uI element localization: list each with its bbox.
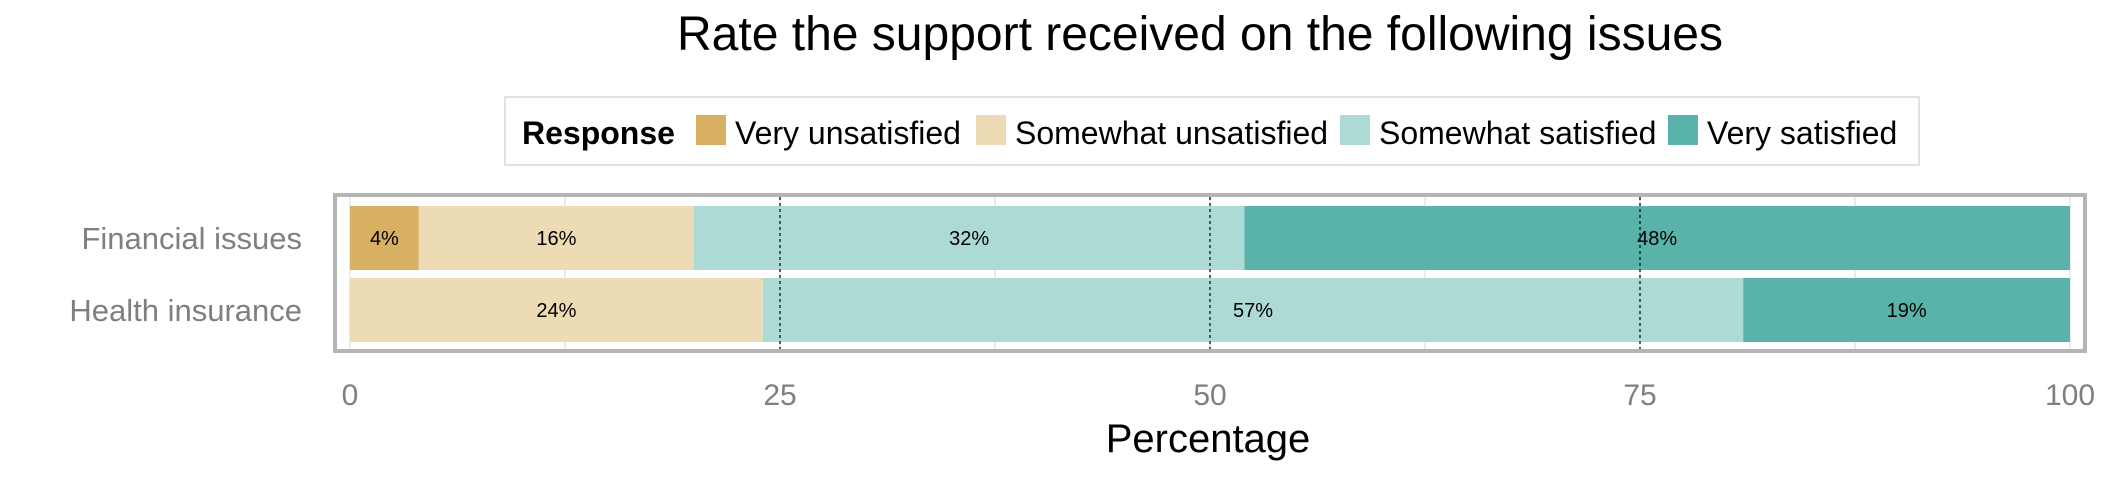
chart-title: Rate the support received on the followi… bbox=[677, 8, 1723, 61]
legend-label: Very satisfied bbox=[1707, 115, 1897, 151]
legend: Response Very unsatisfied Somewhat unsati… bbox=[504, 96, 1920, 166]
bar-labels: 4% 16% 32% 48% 24% 57% 19% bbox=[370, 228, 1927, 322]
bars bbox=[350, 206, 2070, 342]
category-label: Financial issues bbox=[81, 221, 302, 256]
legend-swatch bbox=[976, 115, 1006, 145]
x-tick-label: 100 bbox=[2045, 379, 2095, 412]
bar-value-label: 32% bbox=[949, 228, 989, 250]
bar-value-label: 16% bbox=[536, 228, 576, 250]
legend-title: Response bbox=[522, 115, 675, 151]
legend-swatch bbox=[1340, 115, 1370, 145]
bar-segment bbox=[418, 206, 694, 270]
bar-segment bbox=[694, 206, 1245, 270]
legend-items: Very unsatisfied Somewhat unsatisfied Some… bbox=[696, 115, 1897, 151]
bar-segment bbox=[350, 278, 763, 342]
category-label: Health insurance bbox=[69, 293, 302, 328]
x-tick-label: 0 bbox=[342, 379, 359, 412]
bar-value-label: 19% bbox=[1887, 300, 1927, 322]
category-labels: Financial issues Health insurance bbox=[69, 221, 302, 328]
legend-label: Very unsatisfied bbox=[735, 115, 961, 151]
reference-lines bbox=[779, 197, 1641, 349]
legend-label: Somewhat unsatisfied bbox=[1015, 115, 1328, 151]
bar-segment bbox=[1244, 206, 2070, 270]
bar-segment bbox=[1743, 278, 2070, 342]
plot-area: 4% 16% 32% 48% 24% 57% 19% bbox=[333, 193, 2087, 353]
x-tick-label: 75 bbox=[1623, 379, 1656, 412]
bar-segment bbox=[350, 206, 419, 270]
bar-value-label: 57% bbox=[1233, 300, 1273, 322]
bar-segment bbox=[762, 278, 1744, 342]
legend-swatch bbox=[696, 115, 726, 145]
bar-value-label: 24% bbox=[536, 300, 576, 322]
legend-swatch bbox=[1668, 115, 1698, 145]
x-tick-label: 50 bbox=[1193, 379, 1226, 412]
bar-value-label: 4% bbox=[370, 228, 399, 250]
bar-value-label: 48% bbox=[1637, 228, 1677, 250]
legend-label: Somewhat satisfied bbox=[1379, 115, 1656, 151]
x-axis-label: Percentage bbox=[1106, 417, 1311, 461]
plot-border bbox=[333, 193, 2087, 353]
x-tick-label: 25 bbox=[763, 379, 796, 412]
x-axis-ticks: 0 25 50 75 100 bbox=[342, 379, 2095, 412]
